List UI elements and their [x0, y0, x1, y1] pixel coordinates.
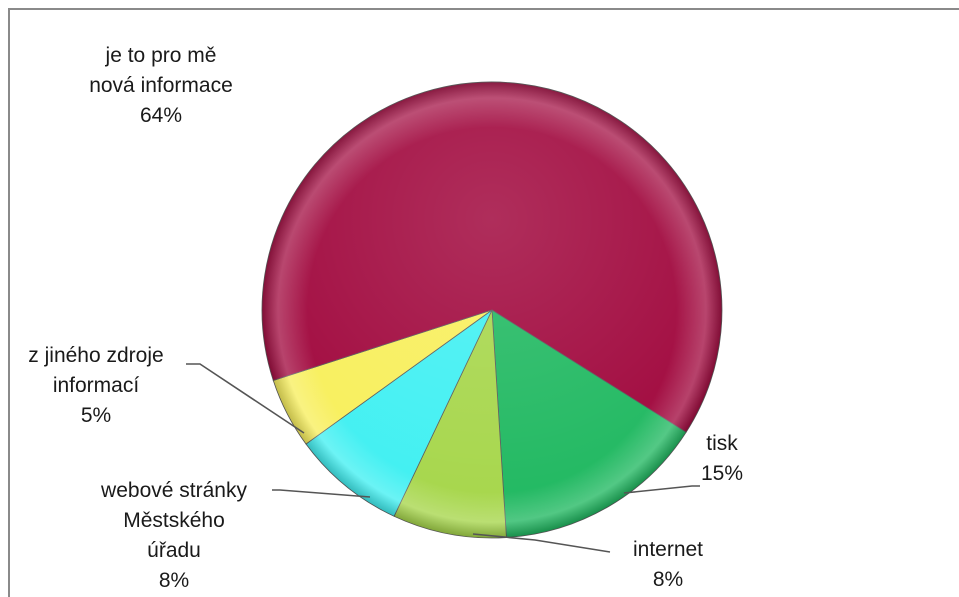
leader-line [186, 363, 305, 434]
slice-label: z jiného zdroje informací 5% [28, 344, 163, 427]
leader-line [623, 485, 700, 494]
leader-line [272, 489, 371, 498]
slice-label: internet 8% [633, 538, 703, 591]
slice-label: je to pro mě nová informace 64% [89, 44, 233, 127]
slice-label: webové stránky Městského úřadu 8% [100, 479, 247, 592]
leader-line [472, 533, 611, 553]
pie-sheen [262, 82, 722, 538]
slice-label: tisk 15% [701, 432, 743, 485]
